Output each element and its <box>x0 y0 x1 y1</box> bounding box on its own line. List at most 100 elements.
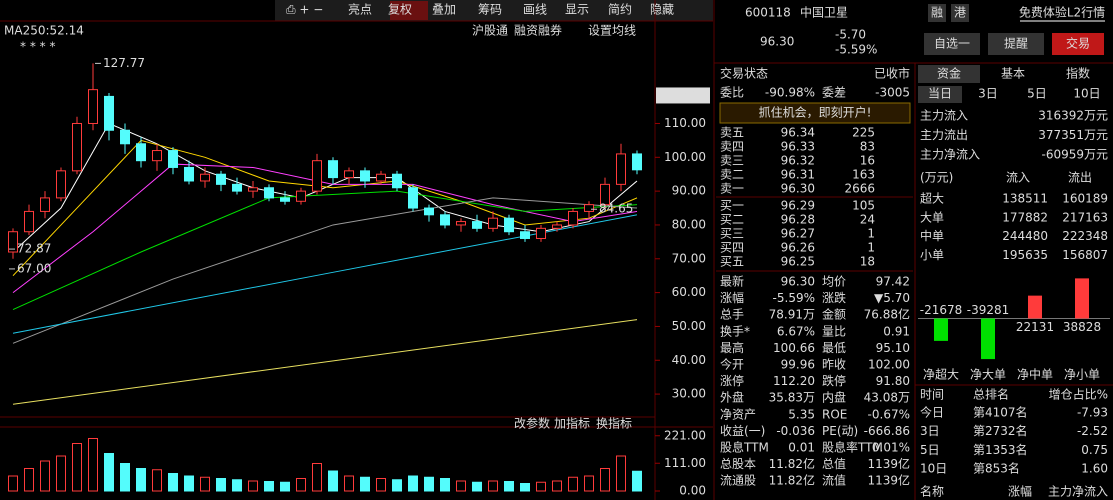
chart-menu[interactable]: 换指标 <box>596 416 632 431</box>
ma-line <box>12 122 638 253</box>
rank: 第1353名 <box>973 442 1028 457</box>
bar-label: 22131 <box>1016 320 1054 334</box>
period-tab[interactable]: 当日 <box>928 87 952 101</box>
book-volume: 225 <box>852 126 875 140</box>
candle-body <box>424 207 434 216</box>
footer-label: 主力净流入 <box>1048 485 1108 499</box>
toolbar-button[interactable]: 复权 <box>388 3 412 17</box>
period-tab[interactable]: 3日 <box>978 87 998 101</box>
label: 委比 <box>720 86 744 100</box>
trade-button-bg[interactable] <box>1052 33 1104 55</box>
category-label: 净小单 <box>1064 368 1100 382</box>
volume-bar <box>200 476 210 492</box>
y-tick-label: 110.00 <box>664 116 706 130</box>
annotation: 127.77 <box>103 56 145 70</box>
toolbar-button[interactable]: 隐藏 <box>650 3 674 17</box>
action-button[interactable]: 交易 <box>1066 36 1090 51</box>
button-bg[interactable] <box>924 33 980 55</box>
stat-label: 内盘 <box>822 390 846 405</box>
label: 交易状态 <box>720 66 768 81</box>
tab[interactable]: 资金 <box>937 66 961 81</box>
volume-bar <box>392 479 402 492</box>
candle-body <box>392 173 402 189</box>
y-tick-label: 50.00 <box>672 319 706 333</box>
toolbar-button[interactable]: 简约 <box>608 2 632 17</box>
chart-link[interactable]: 设置均线 <box>588 24 636 38</box>
volume-bar <box>232 479 242 492</box>
period-tab[interactable]: 5日 <box>1027 87 1047 101</box>
volume-bar <box>376 478 386 492</box>
toolbar-button[interactable]: 亮点 <box>348 2 372 17</box>
stat-value: 102.00 <box>868 358 910 372</box>
label: 委差 <box>822 86 846 100</box>
volume-bar <box>504 481 514 492</box>
tab[interactable]: 指数 <box>1066 66 1090 81</box>
candle-body <box>408 187 418 209</box>
toolbar-button[interactable]: 筹码 <box>478 3 502 17</box>
value: -90.98% <box>765 86 815 100</box>
book-label: 买二 <box>720 213 744 227</box>
chart-link[interactable]: 沪股通 <box>472 24 508 38</box>
toolbar-button[interactable]: 显示 <box>565 3 589 17</box>
inflow: 138511 <box>1002 192 1048 206</box>
candle-body <box>504 217 514 233</box>
tag[interactable]: 融 <box>931 6 943 20</box>
action-button[interactable]: 自选一 <box>934 37 970 51</box>
volume-bar <box>408 475 418 492</box>
bar-label: 38828 <box>1063 320 1101 334</box>
y-tick-label: 70.00 <box>672 251 706 265</box>
candle-body <box>184 166 194 182</box>
action-button[interactable]: 提醒 <box>1004 36 1028 51</box>
chart-menu[interactable]: 改参数 <box>514 416 550 431</box>
bar <box>934 318 948 341</box>
chart-link[interactable]: 融资融券 <box>514 23 562 38</box>
candle-body <box>520 231 530 239</box>
tab-bg <box>918 65 980 83</box>
toolbar-button[interactable]: 画线 <box>523 3 547 17</box>
volume-bar <box>344 475 354 492</box>
stat-label: 总手 <box>720 308 744 322</box>
book-label: 卖五 <box>720 126 744 140</box>
candle-body <box>232 183 242 192</box>
candle-body <box>136 143 146 162</box>
rank: 第4107名 <box>973 405 1028 420</box>
tab-bg <box>918 86 962 103</box>
bar <box>1028 295 1042 319</box>
candle-body <box>328 160 338 179</box>
ma-line <box>12 139 638 277</box>
stat-label: 换手* <box>720 324 750 338</box>
rank-label: 10日 <box>920 462 947 476</box>
stat-value: 76.88亿 <box>864 307 910 322</box>
tab[interactable]: 基本 <box>1001 67 1025 81</box>
stat-label: 流通股 <box>720 474 756 488</box>
flow-label: 主力流出 <box>920 128 968 142</box>
y-tick-label: 80.00 <box>672 217 706 231</box>
stat-value: 43.08万 <box>864 391 910 405</box>
book-label: 买三 <box>720 227 744 241</box>
volume-bar <box>40 460 50 492</box>
stat-value: ▼5.70 <box>874 291 910 305</box>
volume-bar <box>248 480 258 492</box>
price-pct: -5.59% <box>835 43 877 57</box>
rank-label: 5日 <box>920 443 940 457</box>
stat-value: 99.96 <box>781 358 815 372</box>
period-tab[interactable]: 10日 <box>1073 87 1100 101</box>
l2-link[interactable]: 免费体验L2行情 <box>1019 5 1105 20</box>
chart-menu[interactable]: 加指标 <box>554 416 590 431</box>
footer-label: 涨幅 <box>1008 484 1032 499</box>
candle-body <box>104 95 114 131</box>
candle-body <box>312 160 322 192</box>
book-price: 96.26 <box>781 241 815 255</box>
volume-bar <box>88 438 98 492</box>
stat-label: 股息率TTM <box>822 440 883 455</box>
row-label: 中单 <box>920 228 944 243</box>
stat-label: 总股本 <box>720 457 756 471</box>
stat-label: PE(动) <box>822 424 858 438</box>
tag[interactable]: 港 <box>954 6 966 20</box>
toolbar-button[interactable]: 叠加 <box>432 3 456 17</box>
volume-bar <box>56 455 66 492</box>
promo[interactable]: 抓住机会，即刻开户! <box>759 105 872 120</box>
footer-label: 名称 <box>920 484 944 499</box>
button-bg[interactable] <box>988 33 1044 55</box>
volume-bar <box>424 476 434 492</box>
